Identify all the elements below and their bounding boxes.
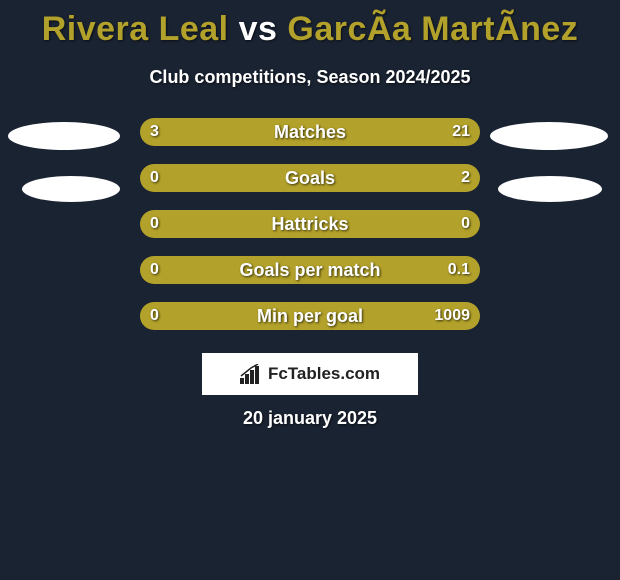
- stat-value-right: 0: [461, 210, 470, 238]
- vs-text: vs: [239, 10, 278, 48]
- stat-value-left: 0: [150, 164, 159, 192]
- stat-value-right: 0.1: [448, 256, 470, 284]
- stat-bar: [140, 256, 480, 284]
- stat-bar: [140, 164, 480, 192]
- stat-value-left: 0: [150, 302, 159, 330]
- page-title: Rivera Leal vs GarcÃ­a MartÃ­nez: [0, 0, 620, 49]
- player1-name: Rivera Leal: [42, 10, 229, 48]
- stat-row: Hattricks00: [0, 210, 620, 238]
- player2-name: GarcÃ­a MartÃ­nez: [287, 10, 578, 48]
- stat-bar-right: [310, 210, 480, 238]
- stat-value-left: 0: [150, 256, 159, 284]
- subtitle: Club competitions, Season 2024/2025: [0, 67, 620, 88]
- comparison-infographic: Rivera Leal vs GarcÃ­a MartÃ­nez Club co…: [0, 0, 620, 580]
- footer-date: 20 january 2025: [0, 408, 620, 429]
- brand-text: FcTables.com: [268, 364, 380, 384]
- stat-row: Matches321: [0, 118, 620, 146]
- stat-bar: [140, 118, 480, 146]
- stat-bar-right: [167, 256, 480, 284]
- stat-bar: [140, 302, 480, 330]
- stat-row: Goals per match00.1: [0, 256, 620, 284]
- stat-value-right: 1009: [434, 302, 470, 330]
- stat-value-left: 3: [150, 118, 159, 146]
- stats-area: Matches321Goals02Hattricks00Goals per ma…: [0, 118, 620, 330]
- stat-row: Min per goal01009: [0, 302, 620, 330]
- stat-bar-right: [201, 118, 480, 146]
- stat-bar-right: [167, 164, 480, 192]
- chart-icon: [240, 364, 262, 384]
- stat-value-right: 2: [461, 164, 470, 192]
- brand-badge: FcTables.com: [202, 353, 418, 395]
- stat-value-left: 0: [150, 210, 159, 238]
- stat-row: Goals02: [0, 164, 620, 192]
- stat-bar-left: [140, 210, 310, 238]
- stat-value-right: 21: [452, 118, 470, 146]
- stat-bar: [140, 210, 480, 238]
